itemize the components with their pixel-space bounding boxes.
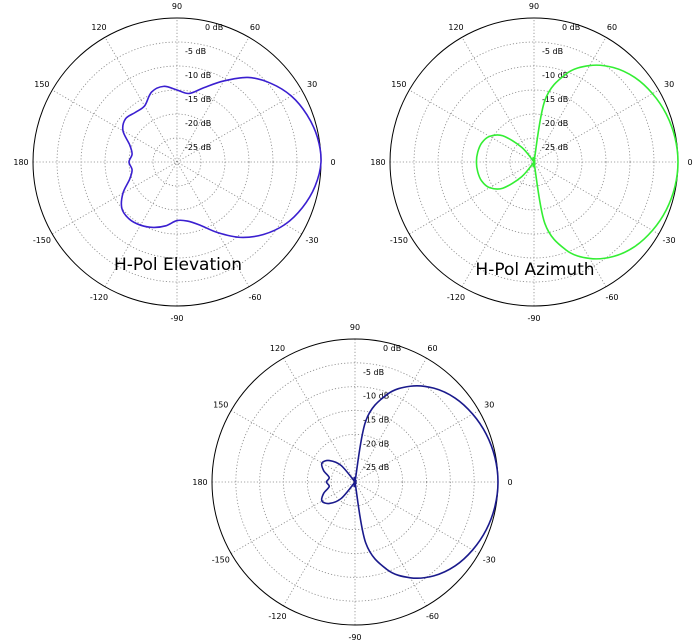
angle-tick-label: 180	[370, 158, 385, 167]
radial-tick-label: 0 dB	[383, 344, 401, 353]
angle-tick-label: 30	[664, 80, 674, 89]
pattern-series-1	[475, 64, 679, 260]
pattern-series-1	[320, 384, 499, 580]
grid-ring	[259, 386, 451, 578]
radial-tick-label: -15 dB	[542, 95, 568, 104]
radial-tick-label: -20 dB	[542, 119, 568, 128]
angle-tick-label: 30	[307, 80, 317, 89]
angle-tick-label: 30	[484, 401, 494, 410]
angle-tick-label: -60	[605, 293, 618, 302]
angle-tick-label: -30	[306, 236, 319, 245]
angle-tick-label: -60	[248, 293, 261, 302]
radial-tick-label: -10 dB	[185, 71, 211, 80]
radial-tick-label: 0 dB	[562, 23, 580, 32]
angle-tick-label: -150	[212, 556, 230, 565]
angle-tick-label: -150	[390, 236, 408, 245]
angle-tick-label: -120	[90, 293, 108, 302]
radial-tick-label: 0 dB	[205, 23, 223, 32]
chart-title: H-Pol Elevation	[114, 255, 242, 275]
angle-tick-label: 90	[350, 323, 360, 332]
radial-tick-label: -5 dB	[185, 47, 206, 56]
radial-tick-label: -15 dB	[363, 416, 389, 425]
angle-tick-label: -90	[527, 314, 540, 323]
radial-tick-label: -10 dB	[542, 71, 568, 80]
polar-chart-3: 0 30 60 90 120 150 180 -150 -120 -90 -60 -30 0 dB -5 …	[192, 323, 512, 640]
angle-tick-label: 90	[172, 2, 182, 11]
radial-tick-label: -5 dB	[363, 368, 384, 377]
grid-ring	[306, 433, 404, 531]
radial-tick-label: -25 dB	[185, 143, 211, 152]
grid-ring	[152, 137, 202, 187]
grid-ring	[413, 41, 655, 283]
grid-ring	[56, 41, 298, 283]
grid-ring	[461, 89, 607, 235]
angle-tick-label: -60	[426, 612, 439, 621]
radial-tick-label: -15 dB	[185, 95, 211, 104]
radial-tick-label: -25 dB	[363, 463, 389, 472]
angle-tick-label: 0	[330, 158, 335, 167]
angle-tick-label: -30	[663, 236, 676, 245]
radial-tick-label: -25 dB	[542, 143, 568, 152]
grid-ring	[104, 89, 250, 235]
angle-tick-label: -90	[348, 633, 361, 640]
angle-tick-label: 120	[270, 344, 285, 353]
grid-ring	[509, 137, 559, 187]
angle-tick-label: -150	[33, 236, 51, 245]
radial-tick-label: -10 dB	[363, 392, 389, 401]
angle-tick-label: 120	[448, 23, 463, 32]
angle-tick-label: -120	[268, 612, 286, 621]
angle-tick-label: 150	[34, 80, 49, 89]
grid-ring	[235, 362, 475, 602]
angle-tick-label: -120	[447, 293, 465, 302]
angle-tick-label: 150	[391, 80, 406, 89]
polar-chart-1: 0 30 60 90 120 150 180 -150 -120 -90 -60 -30 0 dB -5 …	[13, 2, 335, 323]
angle-tick-label: 180	[192, 478, 207, 487]
pattern-series-1	[120, 76, 322, 239]
angle-tick-label: 60	[250, 23, 260, 32]
radial-tick-label: -20 dB	[363, 439, 389, 448]
radial-tick-label: -20 dB	[185, 119, 211, 128]
angle-tick-label: 180	[13, 158, 28, 167]
angle-tick-label: 60	[607, 23, 617, 32]
grid-spoke	[52, 89, 302, 235]
angle-tick-label: 60	[427, 344, 437, 353]
angle-tick-label: 0	[507, 478, 512, 487]
angle-tick-label: 150	[213, 401, 228, 410]
polar-chart-2: 0 30 60 90 120 150 180 -150 -120 -90 -60 -30 0 dB -5 …	[370, 2, 692, 323]
chart-title: H-Pol Azimuth	[475, 260, 594, 280]
angle-tick-label: 0	[687, 158, 692, 167]
radial-tick-label: -5 dB	[542, 47, 563, 56]
angle-tick-label: -90	[170, 314, 183, 323]
angle-tick-label: -30	[483, 556, 496, 565]
angle-tick-label: 90	[529, 2, 539, 11]
angle-tick-label: 120	[91, 23, 106, 32]
